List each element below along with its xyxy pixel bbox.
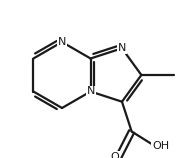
Text: O: O xyxy=(111,152,119,158)
Text: N: N xyxy=(86,86,95,97)
Text: N: N xyxy=(58,37,66,47)
Text: OH: OH xyxy=(152,141,169,151)
Text: N: N xyxy=(118,43,126,53)
